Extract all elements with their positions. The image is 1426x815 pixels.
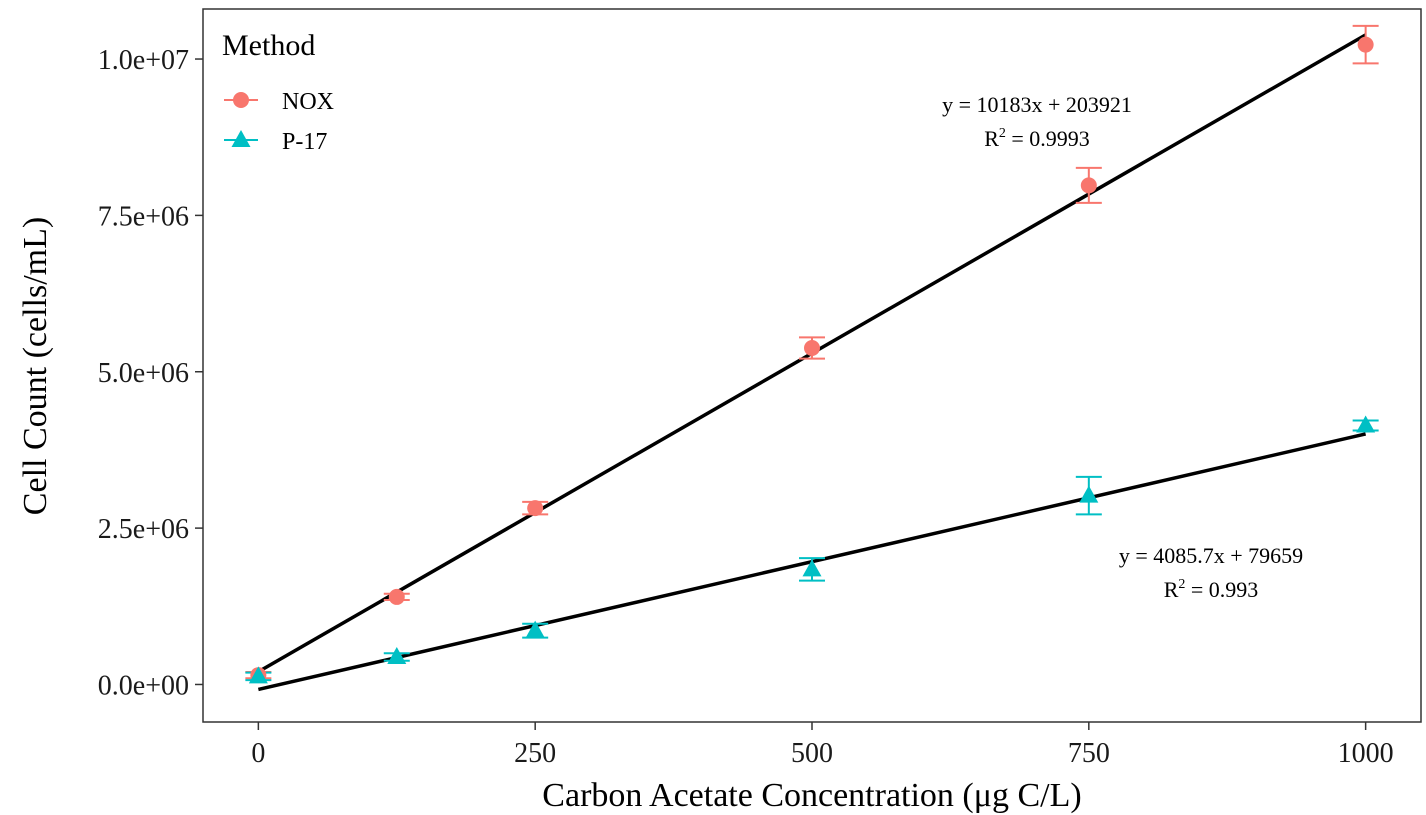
x-tick-label: 500: [791, 738, 833, 769]
y-tick-label: 0.0e+00: [98, 670, 189, 701]
y-axis-title: Cell Count (cells/mL): [17, 217, 54, 515]
legend-item-p17: P-17: [224, 129, 327, 155]
p17-r2: R2 = 0.993: [1164, 577, 1259, 602]
p17-equation: y = 4085.7x + 79659: [1119, 543, 1303, 568]
nox-point: [1357, 36, 1374, 53]
nox-point: [527, 500, 544, 517]
x-tick-label: 250: [514, 738, 556, 769]
legend-p17-marker: [231, 130, 251, 147]
p17-point: [525, 620, 545, 638]
y-tick-label: 2.5e+06: [98, 514, 189, 545]
x-tick-label: 0: [251, 738, 265, 769]
nox-point: [388, 588, 405, 605]
x-axis-title: Carbon Acetate Concentration (μg C/L): [542, 777, 1081, 814]
p17-r2-value: = 0.993: [1185, 577, 1258, 602]
legend-nox-marker: [233, 92, 249, 108]
y-tick-label: 5.0e+06: [98, 358, 189, 389]
y-tick-label: 7.5e+06: [98, 201, 189, 232]
plot-panel: [202, 8, 1422, 723]
y-tick-label: 1.0e+07: [98, 45, 189, 76]
nox-r2-sup: 2: [999, 126, 1006, 141]
p17-r2-prefix: R: [1164, 577, 1179, 602]
legend-title: Method: [222, 29, 315, 62]
x-tick-label: 1000: [1338, 738, 1394, 769]
legend-p17-label: P-17: [282, 129, 327, 155]
nox-point: [1080, 177, 1097, 194]
legend-item-nox: NOX: [224, 89, 334, 115]
nox-point: [804, 339, 820, 356]
legend: Method NOX P-17: [222, 29, 334, 155]
nox-equation: y = 10183x + 203921: [942, 92, 1132, 117]
p17-point: [802, 559, 822, 577]
nox-r2: R2 = 0.9993: [984, 126, 1090, 151]
x-axis: 0 250 500 750 1000: [251, 722, 1394, 769]
nox-r2-prefix: R: [984, 126, 999, 151]
p17-point: [1079, 485, 1099, 503]
nox-r2-value: = 0.9993: [1006, 126, 1090, 151]
x-tick-label: 750: [1068, 738, 1110, 769]
legend-nox-label: NOX: [282, 89, 334, 115]
data-points: [248, 36, 1376, 684]
p17-point: [387, 646, 407, 664]
y-axis: 0.0e+00 2.5e+06 5.0e+06 7.5e+06 1.0e+07: [98, 45, 203, 701]
p17-point: [248, 666, 268, 684]
p17-point: [1356, 415, 1376, 433]
p17-r2-sup: 2: [1178, 577, 1185, 592]
